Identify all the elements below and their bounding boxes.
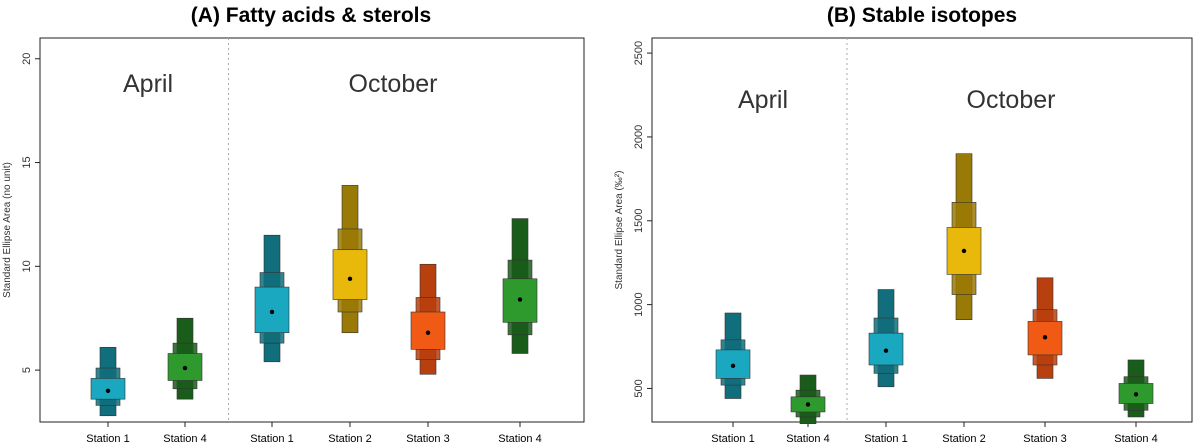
box-october-station-3 xyxy=(1027,277,1063,379)
box-october-station-1 xyxy=(254,234,290,363)
mode-point xyxy=(805,402,811,407)
x-tick-label: Station 1 xyxy=(711,433,754,445)
y-tick-label: 1500 xyxy=(633,209,645,233)
plot-frame xyxy=(651,37,1193,423)
box-april-station-4 xyxy=(167,317,203,400)
x-tick-label: Station 1 xyxy=(86,433,129,445)
x-tick-label: Station 2 xyxy=(328,433,371,445)
mode-point xyxy=(269,309,275,315)
x-tick-label: Station 3 xyxy=(1023,433,1066,445)
y-tick-label: 1000 xyxy=(633,292,645,316)
ci50-band xyxy=(332,249,368,300)
box-april-station-1 xyxy=(715,312,751,399)
mode-point xyxy=(961,248,967,254)
panel-a: (A) Fatty acids & sterols 5 10 15 20 Standard… xyxy=(2,4,585,445)
plot-frame xyxy=(39,37,585,423)
box-april-station-4 xyxy=(790,374,826,424)
chart-title: (A) Fatty acids & sterols xyxy=(191,4,431,27)
mode-point xyxy=(105,388,111,394)
y-tick-label: 20 xyxy=(21,53,33,65)
mode-point xyxy=(517,297,523,302)
x-tick-label: Station 4 xyxy=(498,433,541,445)
y-tick-label: 10 xyxy=(21,260,33,272)
chart-title: (B) Stable isotopes xyxy=(827,4,1017,27)
panel-b: (B) Stable isotopes 500 1000 1500 2000 2500 St… xyxy=(614,4,1193,445)
mode-point xyxy=(1133,392,1139,397)
box-october-station-4 xyxy=(1118,359,1154,418)
box-october-station-2 xyxy=(332,185,368,334)
x-tick-label: Station 4 xyxy=(786,433,829,445)
mode-point xyxy=(1042,335,1048,340)
month-label-october: October xyxy=(349,70,438,98)
mode-point xyxy=(883,348,889,353)
mode-point xyxy=(730,363,736,369)
box-april-station-1 xyxy=(90,346,126,417)
x-tick-label: Station 1 xyxy=(864,433,907,445)
x-tick-label: Station 4 xyxy=(163,433,206,445)
y-tick-label: 2000 xyxy=(633,125,645,149)
y-tick-label: 5 xyxy=(21,367,33,373)
box-october-station-2 xyxy=(946,153,982,321)
y-axis-label: Standard Ellipse Area (‰²) xyxy=(614,171,625,290)
month-label-october: October xyxy=(967,86,1056,114)
mode-point xyxy=(182,365,188,371)
y-tick-label: 15 xyxy=(21,156,33,168)
y-axis-label: Standard Ellipse Area (no unit) xyxy=(2,162,13,298)
month-label-april: April xyxy=(123,70,173,98)
mode-point xyxy=(347,276,353,281)
box-october-station-1 xyxy=(868,289,904,388)
box-october-station-3 xyxy=(410,263,446,375)
x-tick-label: Station 4 xyxy=(1114,433,1157,445)
month-label-april: April xyxy=(738,86,788,114)
mode-point xyxy=(425,330,431,335)
x-tick-label: Station 2 xyxy=(942,433,985,445)
x-tick-label: Station 1 xyxy=(250,433,293,445)
x-tick-label: Station 3 xyxy=(406,433,449,445)
y-tick-label: 500 xyxy=(633,379,645,397)
y-tick-label: 2500 xyxy=(633,41,645,65)
box-october-station-4 xyxy=(502,218,538,354)
